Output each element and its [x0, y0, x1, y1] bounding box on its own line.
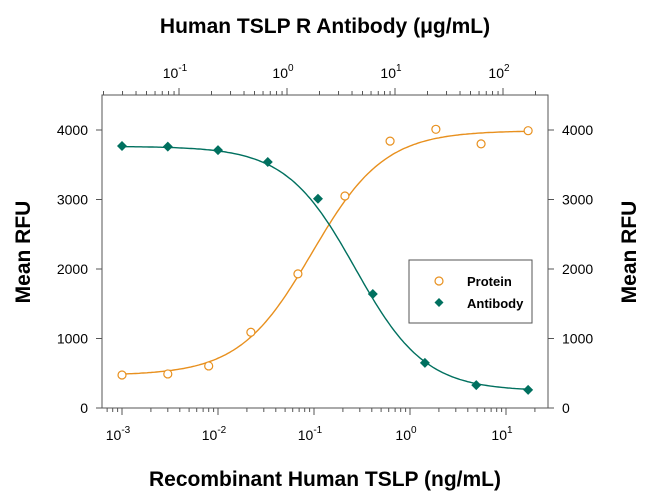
y-axis-label-right: Mean RFU: [618, 201, 641, 304]
y-tick-label-right: 2000: [562, 261, 593, 277]
legend-antibody-marker: [434, 298, 444, 307]
y-tick-label-left: 1000: [57, 331, 88, 347]
x-tick-label: 10-2: [202, 425, 227, 443]
fit-curve-protein: [122, 130, 528, 375]
y-tick-label-left: 0: [80, 400, 88, 416]
y-axis-label-left: Mean RFU: [12, 201, 35, 304]
x-top-tick-label: 100: [272, 63, 294, 81]
data-point-antibody: [419, 357, 430, 368]
y-tick-label-left: 2000: [57, 261, 88, 277]
data-point-protein: [204, 361, 214, 371]
data-point-antibody: [262, 156, 273, 167]
data-point-protein: [523, 126, 533, 136]
data-point-protein: [476, 139, 486, 149]
y-tick-label-right: 0: [562, 400, 570, 416]
x-tick-label: 10-3: [106, 425, 131, 443]
y-tick-label-right: 1000: [562, 331, 593, 347]
legend-box: [408, 259, 533, 324]
data-point-antibody: [523, 384, 534, 395]
x-top-tick-label: 101: [380, 63, 402, 81]
x-tick-label: 101: [491, 425, 513, 443]
legend-antibody-label: Antibody: [467, 296, 524, 311]
data-point-protein: [340, 191, 350, 201]
legend-protein-marker: [434, 276, 444, 286]
x-tick-label: 10-1: [298, 425, 323, 443]
x-top-tick-label: 102: [488, 63, 510, 81]
legend-protein-label: Protein: [467, 274, 512, 289]
fit-curve-antibody: [122, 145, 528, 390]
data-point-antibody: [213, 145, 223, 156]
data-point-protein: [431, 124, 441, 134]
y-tick-label-left: 4000: [57, 122, 88, 138]
data-point-antibody: [471, 380, 482, 391]
data-point-antibody: [162, 141, 173, 152]
data-point-antibody: [367, 289, 378, 300]
y-tick-label-right: 3000: [562, 192, 593, 208]
data-point-antibody: [312, 193, 323, 204]
y-tick-label-right: 4000: [562, 122, 593, 138]
x-tick-label: 100: [395, 425, 417, 443]
data-point-antibody: [117, 140, 127, 151]
data-point-protein: [117, 370, 127, 380]
y-tick-label-left: 3000: [57, 192, 88, 208]
data-point-protein: [246, 327, 256, 337]
data-point-protein: [293, 269, 303, 279]
chart-title: Human TSLP R Antibody (μg/mL): [160, 15, 490, 38]
data-point-protein: [163, 369, 173, 379]
x-axis-label: Recombinant Human TSLP (ng/mL): [149, 468, 501, 491]
data-point-protein: [385, 136, 395, 146]
x-top-tick-label: 10-1: [163, 63, 188, 81]
plot-frame: [101, 94, 549, 409]
legend: Protein Antibody: [408, 259, 533, 324]
